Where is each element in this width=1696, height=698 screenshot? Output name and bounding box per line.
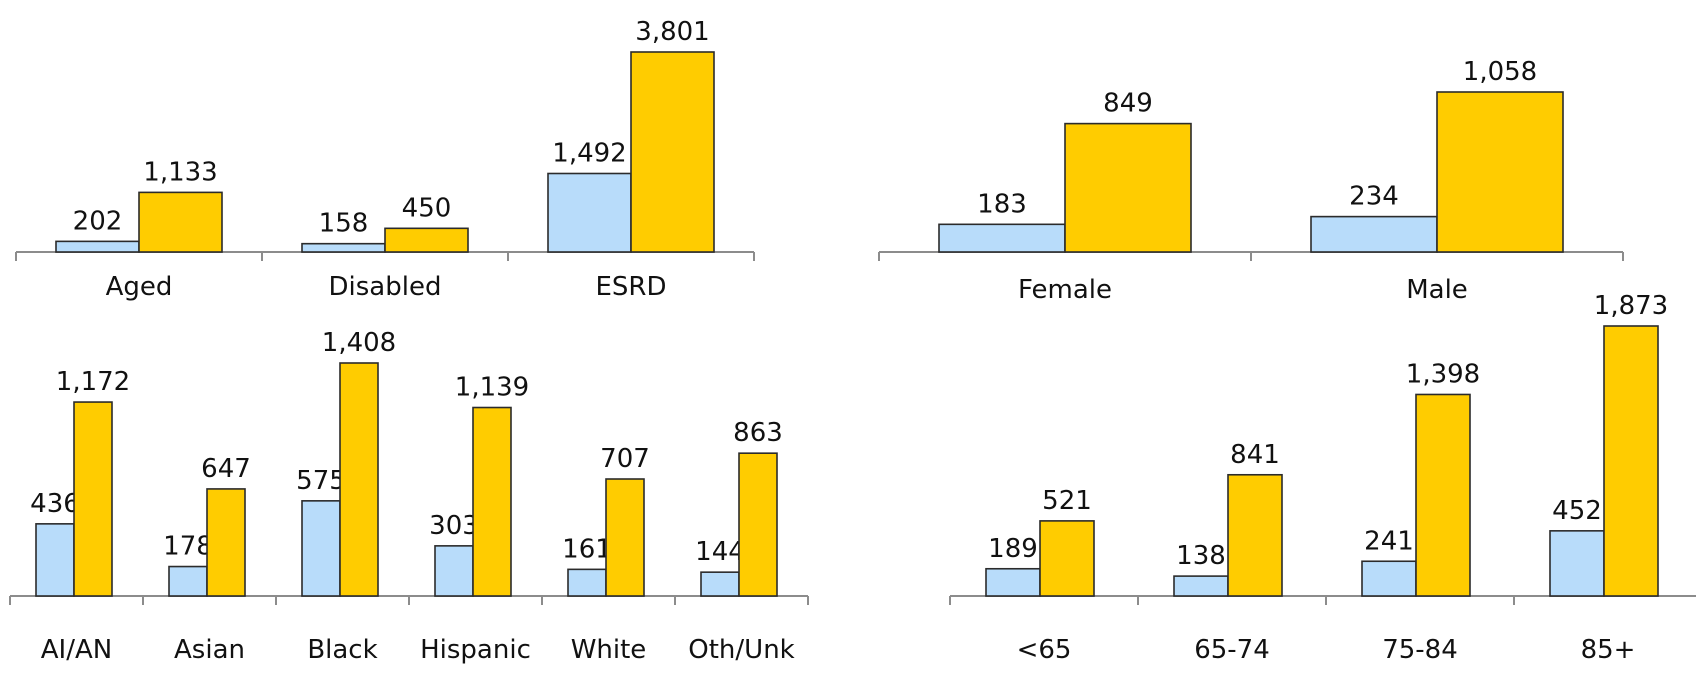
data-label: 1,408 xyxy=(322,328,396,358)
bar-race-series-a xyxy=(567,568,607,597)
data-label: 1,133 xyxy=(143,157,217,187)
bar-entitlement-series-a xyxy=(301,242,386,253)
bar-entitlement-series-b xyxy=(630,51,715,253)
data-label: 707 xyxy=(600,444,650,474)
data-label: 1,398 xyxy=(1406,359,1480,389)
data-label: 863 xyxy=(733,418,783,448)
bar-race-series-a xyxy=(35,523,75,597)
data-label: 3,801 xyxy=(635,17,709,47)
bar-age-series-a xyxy=(1361,560,1417,597)
category-label: ESRD xyxy=(595,272,666,302)
category-label: Oth/Unk xyxy=(688,635,794,665)
bar-sex-series-b xyxy=(1064,122,1192,253)
bar-age-series-b xyxy=(1039,520,1095,597)
category-label: Black xyxy=(307,635,377,665)
bar-entitlement-series-a xyxy=(547,172,632,253)
race-chart: 436 1,172 AI/AN 178 647 Asian 575 1,408 Black 303… xyxy=(9,328,809,665)
data-label: 161 xyxy=(562,534,612,564)
data-label: 144 xyxy=(695,537,745,567)
data-label: 158 xyxy=(319,209,369,239)
data-label: 849 xyxy=(1103,89,1153,119)
entitlement-chart: 202 1,133 Aged 158 450 Disabled 1,492 3,801 ESRD xyxy=(15,17,755,302)
category-label: White xyxy=(571,635,647,665)
bar-entitlement-series-b xyxy=(138,191,223,253)
data-label: 241 xyxy=(1364,526,1414,556)
data-label: 452 xyxy=(1552,496,1602,526)
data-label: 647 xyxy=(201,454,251,484)
bar-race-series-a xyxy=(168,565,208,597)
bar-race-series-a xyxy=(700,571,740,597)
sex-chart: 183 849 Female 234 1,058 Male xyxy=(878,57,1624,305)
data-label: 189 xyxy=(988,534,1038,564)
data-label: 841 xyxy=(1230,440,1280,470)
category-label: Aged xyxy=(106,272,173,302)
data-label: 183 xyxy=(977,189,1027,219)
bar-race-series-b xyxy=(605,478,645,597)
data-label: 521 xyxy=(1042,486,1092,516)
category-label: Hispanic xyxy=(420,635,531,665)
bar-age-series-b xyxy=(1603,325,1659,597)
category-label: Asian xyxy=(174,635,245,665)
bar-race-series-b xyxy=(738,452,778,597)
category-label: <65 xyxy=(1017,635,1072,665)
bar-race-series-a xyxy=(301,500,341,597)
category-label: Male xyxy=(1406,275,1468,305)
category-label: 65-74 xyxy=(1194,635,1270,665)
bar-age-series-b xyxy=(1227,473,1283,597)
data-label: 1,172 xyxy=(56,367,130,397)
data-label: 450 xyxy=(402,193,452,223)
bar-race-series-b xyxy=(339,362,379,597)
data-label: 436 xyxy=(30,489,80,519)
data-label: 1,058 xyxy=(1463,57,1537,87)
bar-sex-series-a xyxy=(938,223,1066,253)
data-label: 138 xyxy=(1176,541,1226,571)
category-label: AI/AN xyxy=(41,635,112,665)
data-label: 202 xyxy=(73,206,123,236)
bar-race-series-a xyxy=(434,545,474,597)
data-label: 234 xyxy=(1349,182,1399,212)
bar-age-series-a xyxy=(1549,530,1605,597)
data-label: 178 xyxy=(163,532,213,562)
bar-entitlement-series-b xyxy=(384,227,469,253)
bar-entitlement-series-a xyxy=(55,240,140,253)
bar-sex-series-b xyxy=(1436,91,1564,253)
bar-race-series-b xyxy=(73,401,113,597)
bar-age-series-a xyxy=(1173,575,1229,597)
category-label: Disabled xyxy=(329,272,442,302)
bar-sex-series-a xyxy=(1310,215,1438,253)
data-label: 1,873 xyxy=(1594,291,1668,321)
category-label: 75-84 xyxy=(1382,635,1458,665)
data-label: 1,492 xyxy=(552,138,626,168)
data-label: 575 xyxy=(296,466,346,496)
bar-race-series-b xyxy=(472,406,512,597)
data-label: 1,139 xyxy=(455,373,529,403)
data-label: 303 xyxy=(429,511,479,541)
bar-age-series-a xyxy=(985,567,1041,597)
bar-age-series-b xyxy=(1415,393,1471,597)
bar-race-series-b xyxy=(206,488,246,597)
category-label: 85+ xyxy=(1581,635,1636,665)
category-label: Female xyxy=(1018,275,1112,305)
